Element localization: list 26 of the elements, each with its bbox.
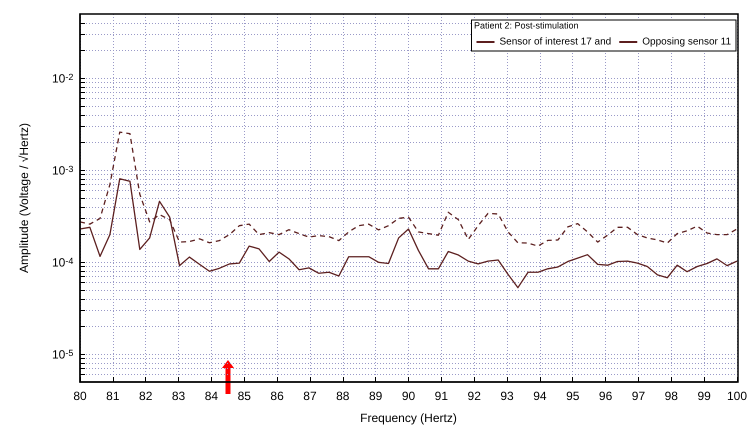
x-tick-label: 100	[726, 389, 748, 403]
x-tick-label: 99	[697, 389, 712, 403]
legend-title: Patient 2: Post-stimulation	[474, 20, 579, 30]
x-tick-label: 84	[204, 389, 218, 403]
x-tick-label: 94	[533, 389, 547, 403]
x-tick-label: 80	[73, 389, 87, 403]
x-tick-label: 81	[106, 389, 120, 403]
x-tick-label: 92	[468, 389, 482, 403]
y-axis-title: Amplitude (Voltage / √Hertz)	[17, 123, 31, 273]
x-tick-label: 87	[303, 389, 317, 403]
x-axis-title: Frequency (Hertz)	[360, 411, 457, 425]
x-tick-label: 96	[598, 389, 613, 403]
legend-label: Sensor of interest 17 and	[500, 36, 612, 48]
legend-label: Opposing sensor 11	[642, 36, 732, 48]
x-tick-label: 85	[238, 389, 252, 403]
x-tick-label: 90	[402, 389, 416, 403]
x-tick-label: 88	[336, 389, 350, 403]
x-tick-label: 95	[566, 389, 580, 403]
x-tick-label: 82	[139, 389, 153, 403]
x-tick-label: 97	[632, 389, 646, 403]
x-tick-label: 98	[664, 389, 678, 403]
x-tick-label: 89	[368, 389, 383, 403]
x-tick-label: 91	[434, 389, 448, 403]
x-tick-label: 93	[500, 389, 514, 403]
x-tick-label: 86	[270, 389, 284, 403]
x-tick-label: 83	[172, 389, 186, 403]
